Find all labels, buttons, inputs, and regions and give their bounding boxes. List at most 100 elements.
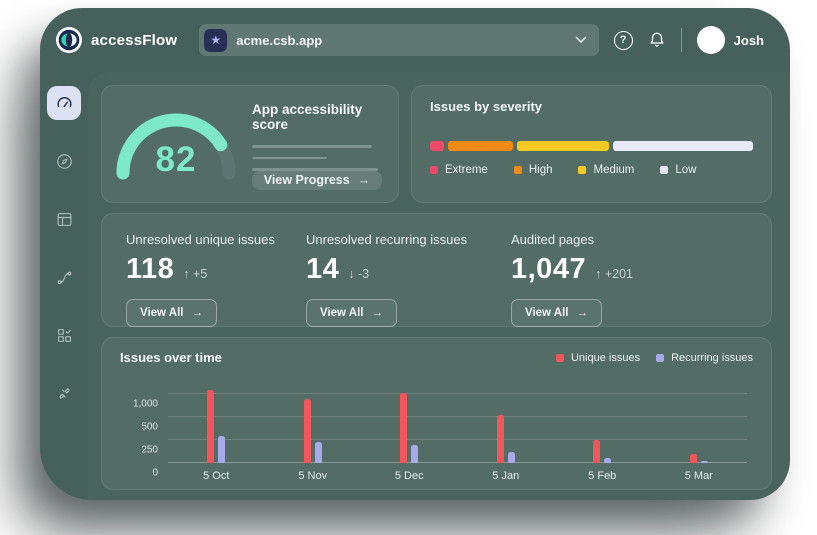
bar-unique-issues <box>304 399 311 463</box>
severity-segment-extreme <box>430 141 444 151</box>
bar-unique-issues <box>497 415 504 463</box>
brand-logo: accessFlow <box>56 27 177 53</box>
arrow-right-icon: → <box>576 307 588 319</box>
severity-bar <box>430 141 753 151</box>
user-menu[interactable]: Josh <box>697 26 764 54</box>
view-progress-button[interactable]: View Progress → <box>252 171 382 191</box>
topbar-divider <box>681 28 682 52</box>
trend-up-icon: ↑ <box>183 267 189 281</box>
chart-title: Issues over time <box>120 350 222 365</box>
legend-swatch <box>578 166 586 174</box>
x-axis-label: 5 Oct <box>168 470 265 482</box>
user-name: Josh <box>734 33 764 48</box>
stat-delta: ↓ -3 <box>348 267 369 281</box>
stat-value: 14 <box>306 253 339 286</box>
stat-delta: ↑ +5 <box>183 267 207 281</box>
y-tick-label: 0 <box>152 468 158 479</box>
sidebar-item-audits[interactable] <box>47 318 81 352</box>
project-selector[interactable]: ★ acme.csb.app <box>199 24 599 56</box>
bar-group-5-mar <box>651 381 748 463</box>
arrow-right-icon: → <box>371 307 383 319</box>
bar-group-5-oct <box>168 381 265 463</box>
x-axis-label: 5 Jan <box>458 470 555 482</box>
stat-value: 118 <box>126 253 174 286</box>
y-tick-label: 1,000 <box>133 399 158 410</box>
bar-recurring-issues <box>508 452 515 464</box>
bar-group-5-nov <box>265 381 362 463</box>
x-axis-label: 5 Dec <box>361 470 458 482</box>
plug-icon <box>55 384 74 403</box>
view-all-recurring-issues-button[interactable]: View All → <box>306 299 397 327</box>
app-window: accessFlow ★ acme.csb.app ? Josh <box>40 8 790 500</box>
stat-label: Unresolved unique issues <box>126 232 275 247</box>
bar-recurring-issues <box>218 436 225 463</box>
issues-over-time-card: Issues over time Unique issues Recurring… <box>101 337 772 490</box>
score-summary-skeleton <box>252 145 382 171</box>
severity-segment-low <box>613 141 753 151</box>
skeleton-line <box>252 157 327 160</box>
bar-group-5-jan <box>458 381 555 463</box>
sidebar-item-dashboard[interactable] <box>47 86 81 120</box>
bar-unique-issues <box>400 393 407 463</box>
avatar <box>697 26 725 54</box>
accessibility-score-card: 82 App accessibility score View Progress… <box>101 85 399 203</box>
bar-group-5-dec <box>361 381 458 463</box>
x-axis-label: 5 Nov <box>265 470 362 482</box>
severity-card-title: Issues by severity <box>430 99 753 114</box>
top-bar: accessFlow ★ acme.csb.app ? Josh <box>40 8 790 72</box>
skeleton-line <box>252 145 372 148</box>
severity-legend-medium: Medium <box>578 164 634 176</box>
flow-icon <box>55 268 74 287</box>
help-icon[interactable]: ? <box>614 31 633 50</box>
brand-name: accessFlow <box>91 32 177 49</box>
chart-legend: Unique issues Recurring issues <box>556 352 753 364</box>
sidebar-item-pages[interactable] <box>47 202 81 236</box>
score-value: 82 <box>112 140 240 180</box>
arrow-right-icon: → <box>191 307 203 319</box>
legend-unique-issues: Unique issues <box>556 352 640 364</box>
stat-delta: ↑ +201 <box>595 267 633 281</box>
chart-x-axis-labels: 5 Oct5 Nov5 Dec5 Jan5 Feb5 Mar <box>168 470 747 482</box>
trend-up-icon: ↑ <box>595 267 601 281</box>
notifications-icon[interactable] <box>648 31 666 49</box>
bar-recurring-issues <box>315 442 322 463</box>
view-all-label: View All <box>525 307 568 319</box>
sidebar-item-integrations[interactable] <box>47 376 81 410</box>
issues-by-severity-card: Issues by severity ExtremeHighMediumLow <box>411 85 772 203</box>
legend-label: Extreme <box>445 164 488 176</box>
view-all-audited-pages-button[interactable]: View All → <box>511 299 602 327</box>
severity-segment-high <box>448 141 513 151</box>
severity-legend-low: Low <box>660 164 696 176</box>
stat-label: Audited pages <box>511 232 594 247</box>
stat-unresolved-recurring-issues: Unresolved recurring issues 14 ↓ -3 View… <box>306 232 511 310</box>
bar-unique-issues <box>690 454 697 463</box>
severity-legend: ExtremeHighMediumLow <box>430 164 753 176</box>
bar-unique-issues <box>593 440 600 463</box>
grid-check-icon <box>55 326 74 345</box>
chart-plot-area: 1,0005002500 <box>168 381 747 463</box>
y-tick-label: 250 <box>141 445 158 456</box>
view-all-label: View All <box>140 307 183 319</box>
bar-recurring-issues <box>604 458 611 463</box>
legend-swatch-purple <box>656 354 664 362</box>
main-content: 82 App accessibility score View Progress… <box>88 72 790 500</box>
bar-recurring-issues <box>701 461 708 463</box>
arrow-right-icon: → <box>358 173 371 187</box>
stat-value: 1,047 <box>511 253 586 286</box>
legend-recurring-issues: Recurring issues <box>656 352 753 364</box>
y-tick-label: 500 <box>141 422 158 433</box>
stat-unresolved-unique-issues: Unresolved unique issues 118 ↑ +5 View A… <box>126 232 306 310</box>
legend-swatch <box>430 166 438 174</box>
delta-value: +201 <box>605 267 633 281</box>
score-gauge: 82 <box>112 97 240 190</box>
bar-recurring-issues <box>411 445 418 463</box>
bars-row <box>168 381 747 463</box>
accessflow-logo-icon <box>56 27 82 53</box>
sidebar-item-explore[interactable] <box>47 144 81 178</box>
sidebar-item-flows[interactable] <box>47 260 81 294</box>
view-all-unique-issues-button[interactable]: View All → <box>126 299 217 327</box>
legend-swatch-red <box>556 354 564 362</box>
legend-label: Low <box>675 164 696 176</box>
delta-value: -3 <box>358 267 369 281</box>
compass-icon <box>55 152 74 171</box>
